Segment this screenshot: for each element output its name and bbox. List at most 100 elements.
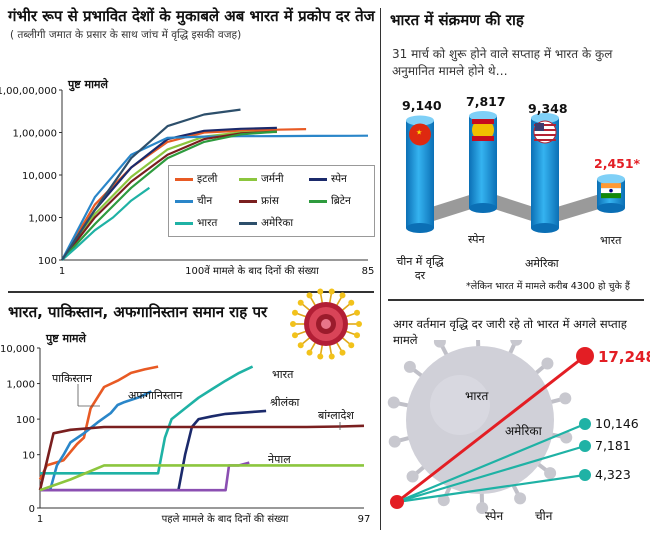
projection-value-usa: 10,146: [595, 416, 639, 431]
virus-spike-tip: [356, 321, 362, 327]
virus-spike-tip-right: [387, 396, 400, 409]
projection-label-india: भारत: [465, 389, 489, 403]
chart2-x-tick-label: 1: [37, 514, 43, 525]
virus-spike-tip: [339, 292, 346, 299]
chart3-note: *लेकिन भारत में मामले करीब 4300 हो चुके …: [466, 281, 630, 292]
bar-label-china: चीन में वृद्धि दर: [396, 255, 444, 282]
virus-spike-tip-right: [476, 501, 489, 514]
chart1-title: गंभीर रूप से प्रभावित देशों के मुकाबले अ…: [8, 7, 375, 25]
legend-item-spain: स्पेन: [309, 172, 347, 186]
chart2-svg: 0 10 100 1,000 10,000 पुष्ट मामले 1 97 पहले मामल…: [0, 331, 370, 525]
virus-spike-tip-right: [544, 467, 557, 480]
chart3-subtitle: 31 मार्च को शुरू होने वाले सप्ताह में भा…: [392, 47, 613, 78]
chart3-bar-bottom-1: [469, 203, 497, 213]
virus-spike-tip: [348, 299, 355, 306]
virus-spike-tip: [328, 288, 335, 295]
chart2-y-label: पुष्ट मामले: [45, 331, 87, 346]
chart2-series-label-2: भारत: [272, 368, 294, 381]
legend-item-italy: इटली: [175, 172, 217, 186]
projection-label-china: चीन: [535, 509, 553, 523]
chart1-series-line-7: [61, 108, 241, 261]
chart2-series-label-0: पाकिस्तान: [52, 372, 93, 385]
projection-origin: [390, 495, 404, 509]
projection-line-3: [396, 473, 586, 504]
chart1-y-tick-label: 1,00,00,000: [0, 86, 57, 97]
virus-spike-tip-right: [437, 494, 450, 507]
chart1-x-tick-label: 1: [59, 266, 65, 277]
spain-flag-stripe-bottom: [472, 136, 494, 142]
virus-spike-tip-right: [514, 492, 527, 505]
projection-value-spain: 7,181: [595, 438, 631, 453]
virus-spike-tip: [354, 332, 361, 339]
bar-label-spain: स्पेन: [468, 233, 485, 246]
projection-end-2: [579, 440, 591, 452]
virus-spike-tip: [297, 299, 304, 306]
usa-flag-stripe: [534, 134, 556, 136]
bar-label-usa: अमेरिका: [525, 257, 559, 270]
chart2-y-tick-label: 10: [22, 451, 35, 462]
spain-flag-stripe-top: [472, 119, 494, 125]
india-flag-icon: [601, 183, 621, 189]
bar-label-india: भारत: [600, 234, 622, 247]
chart1-y-tick-label: 10,000: [22, 171, 57, 182]
chart2-series-label-3: श्रीलंका: [270, 396, 300, 409]
chart1-series-line-6: [61, 186, 151, 261]
projection-label-spain: स्पेन: [485, 509, 503, 523]
india-flag-green: [601, 193, 621, 199]
virus-spike-tip: [306, 349, 313, 356]
chart2-series-line-4: [38, 424, 365, 491]
projection-line-1: [396, 422, 586, 504]
china-flag-icon: [409, 123, 431, 146]
projection-label-usa: अमेरिका: [505, 424, 543, 438]
chart2-series-label-1: अफगानिस्तान: [128, 389, 183, 402]
chart1-series-line-5: [61, 130, 277, 261]
chart2-series-label-5: नेपाल: [268, 453, 291, 466]
bar-value-spain: 7,817: [466, 94, 506, 109]
virus-spike-tip-right: [559, 392, 572, 405]
chart3-bar-top-3: [597, 174, 625, 185]
chart1-x-tick-label: 85: [362, 266, 375, 277]
projection-value-china: 4,323: [595, 467, 631, 482]
virus-spike-tip: [317, 288, 324, 295]
projection-line-0: [396, 354, 586, 504]
legend-item-india: भारत: [175, 216, 217, 230]
chart2-y-tick-label: 100: [16, 415, 35, 426]
projection-end-0: [576, 347, 594, 365]
right-horizontal-divider: [388, 299, 644, 301]
virus-spike-tip-right: [433, 340, 446, 348]
projection-value-india: 17,248: [598, 348, 650, 366]
chart3-bar-bottom-3: [597, 203, 625, 213]
vertical-divider: [380, 8, 381, 530]
chart1-y-label: पुष्ट मामले: [67, 77, 109, 92]
projection-end-3: [579, 469, 591, 481]
usa-flag-stripe: [534, 139, 556, 141]
chart2-series-line-6: [39, 464, 364, 492]
chart1-svg: 100 1,000 10,000 1,00,000 1,00,00,000 पुष्ट म…: [0, 77, 375, 277]
chart1-subtitle: ( तब्लीगी जमात के प्रसार के साथ जांच में…: [10, 29, 242, 41]
virus-spike-tip-right: [403, 360, 416, 373]
chart3-bar-bottom-2: [531, 223, 559, 233]
legend-item-germany: जर्मनी: [239, 172, 284, 186]
virus-spike-tip: [291, 332, 298, 339]
chart2-x-label: पहले मामले के बाद दिनों की संख्या: [162, 513, 289, 525]
chart2-series-line-5: [40, 461, 250, 492]
virus-spike-tip-right: [560, 431, 573, 444]
virus-spike-tip: [291, 309, 298, 316]
chart4-svg: 17,248 10,146 7,181 4,323 भारत अमेरिका स्पेन ची…: [387, 340, 650, 523]
chart1-legend: इटली जर्मनी स्पेन चीन फ्रांस ब्रिटेन भार…: [168, 165, 375, 237]
virus-highlight: [430, 375, 490, 435]
virus-spike-tip-right: [541, 357, 554, 370]
chart1-y-tick-label: 100: [38, 256, 57, 267]
virus-spike-tip: [348, 342, 355, 349]
chart4-title: अगर वर्तमान वृद्धि दर जारी रहे तो भारत म…: [393, 317, 627, 347]
bar-value-usa: 9,348: [528, 101, 568, 116]
bar-value-india: 2,451*: [594, 156, 641, 171]
chart3-title: भारत में संक्रमण की राह: [390, 11, 524, 29]
coronavirus-icon: [290, 288, 362, 360]
chart1-x-label: 100वें मामले के बाद दिनों की संख्या: [185, 265, 319, 277]
virus-spike-tip: [328, 353, 335, 360]
chart2-title: भारत, पाकिस्तान, अफगानिस्तान समान राह पर: [8, 303, 268, 321]
virus-spike-tip-right: [510, 340, 523, 346]
usa-flag-canton: [535, 123, 544, 131]
